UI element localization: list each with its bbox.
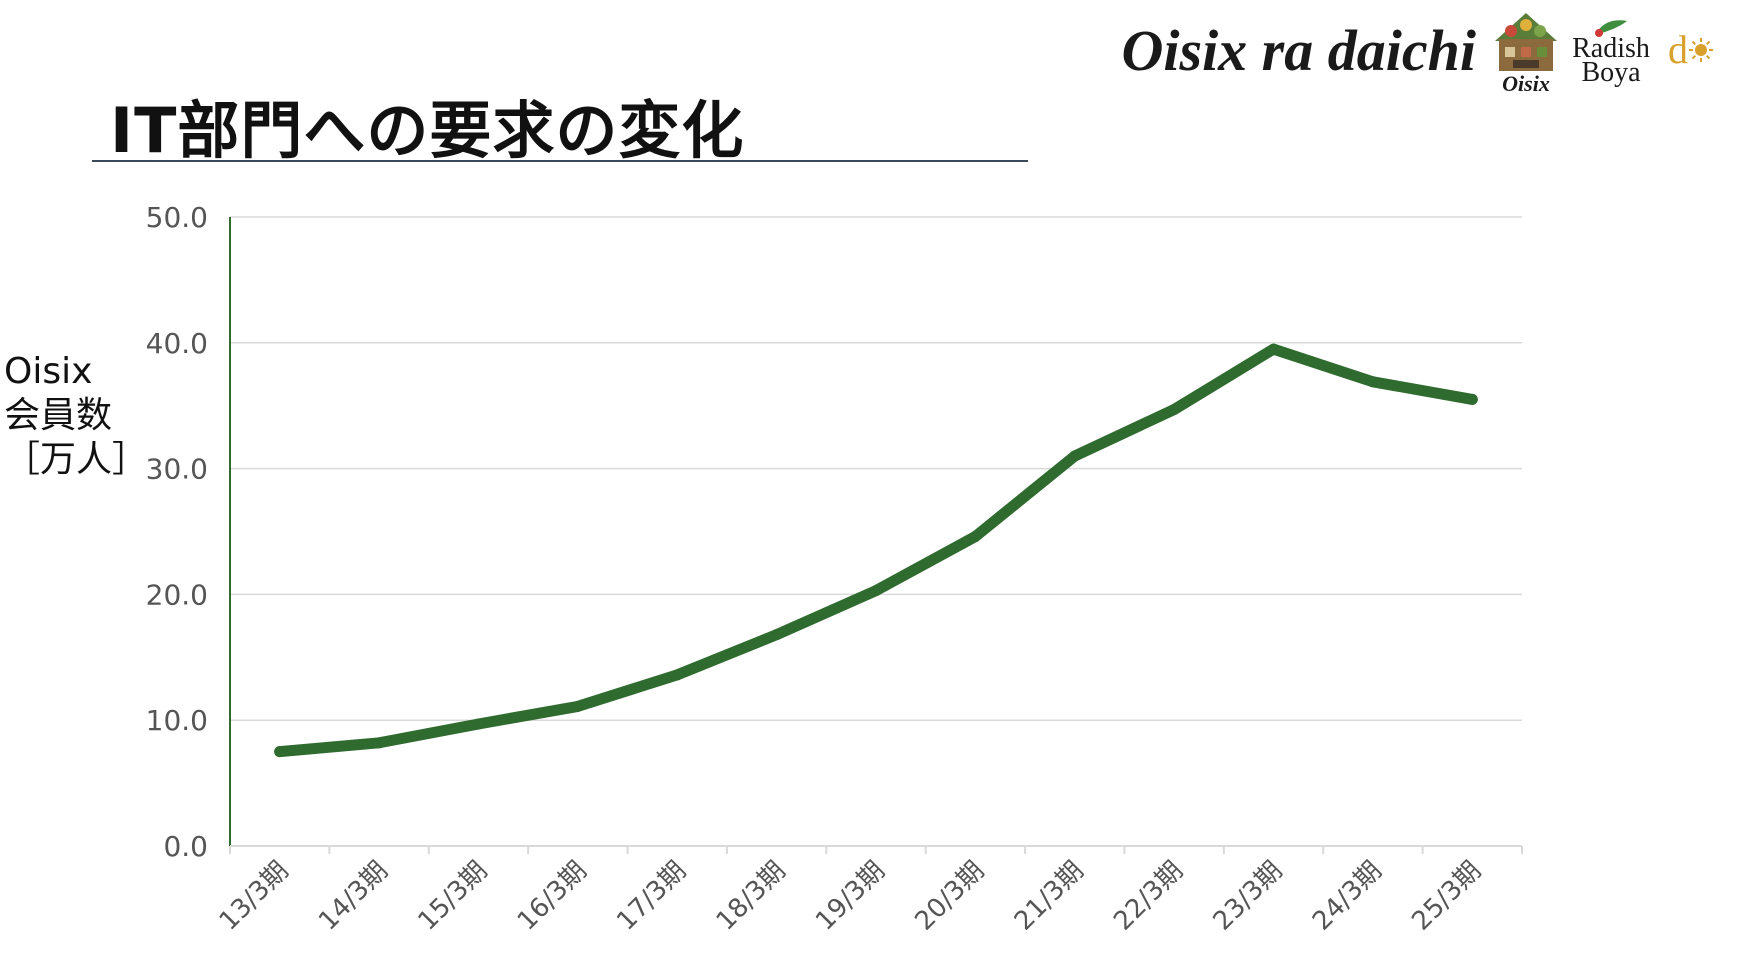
data-point	[1466, 393, 1478, 405]
x-tick-label: 17/3期	[611, 856, 692, 937]
y-axis-label: Oisix 会員数 ［万人］	[4, 350, 148, 482]
y-tick-label: 40.0	[146, 327, 208, 360]
y-tick-label: 50.0	[146, 201, 208, 234]
x-tick-label: 22/3期	[1108, 856, 1189, 937]
y-axis-label-line: Oisix	[4, 351, 93, 392]
data-point	[870, 585, 882, 597]
x-tick-label: 25/3期	[1406, 856, 1487, 937]
do-mark: d	[1668, 30, 1714, 70]
data-point	[969, 531, 981, 543]
data-point	[1069, 450, 1081, 462]
x-tick-label: 19/3期	[810, 856, 891, 937]
x-tick-label: 18/3期	[711, 856, 792, 937]
x-tick-label: 21/3期	[1009, 856, 1090, 937]
y-axis-label-line: 会員数	[4, 395, 113, 436]
page-title: IT部門への要求の変化	[110, 94, 745, 167]
x-tick-label: 23/3期	[1208, 856, 1289, 937]
x-tick-label: 20/3期	[909, 856, 990, 937]
x-tick-label: 13/3期	[214, 856, 295, 937]
data-point	[373, 737, 385, 749]
radish-leaf-icon	[1595, 20, 1627, 37]
data-point	[472, 718, 484, 730]
data-point	[1367, 376, 1379, 388]
y-tick-label: 30.0	[146, 453, 208, 486]
oisix-logo-label: Oisix	[1502, 71, 1550, 96]
data-point	[274, 746, 286, 758]
title-divider	[92, 160, 1028, 162]
oisix-basket-icon	[1495, 13, 1557, 71]
y-axis-label-line: ［万人］	[4, 439, 149, 480]
data-point	[671, 669, 683, 681]
x-tick-label: 16/3期	[512, 856, 593, 937]
radish-boya-logo: Radish Boya	[1570, 5, 1652, 95]
radish-logo-label-2: Boya	[1581, 57, 1641, 88]
x-tick-label: 24/3期	[1307, 856, 1388, 937]
do-letter-d: d	[1668, 27, 1688, 72]
y-tick-label: 10.0	[146, 704, 208, 737]
data-point	[572, 700, 584, 712]
sun-icon	[1689, 38, 1713, 62]
daichi-do-logo: d	[1658, 5, 1724, 95]
brand-name: Oisix ra daichi	[1121, 17, 1477, 83]
data-point	[1168, 403, 1180, 415]
data-point	[771, 629, 783, 641]
brand-header: Oisix ra daichi Oisix Radish Boya d	[1122, 2, 1725, 98]
y-tick-label: 0.0	[163, 830, 208, 863]
y-tick-label: 20.0	[146, 578, 208, 611]
radish-logo-label-1: Radish	[1572, 33, 1650, 64]
series-line	[274, 343, 1478, 758]
x-tick-label: 15/3期	[413, 856, 494, 937]
oisix-basket-logo: Oisix	[1488, 5, 1564, 95]
x-tick-label: 14/3期	[313, 856, 394, 937]
data-point	[1268, 343, 1280, 355]
